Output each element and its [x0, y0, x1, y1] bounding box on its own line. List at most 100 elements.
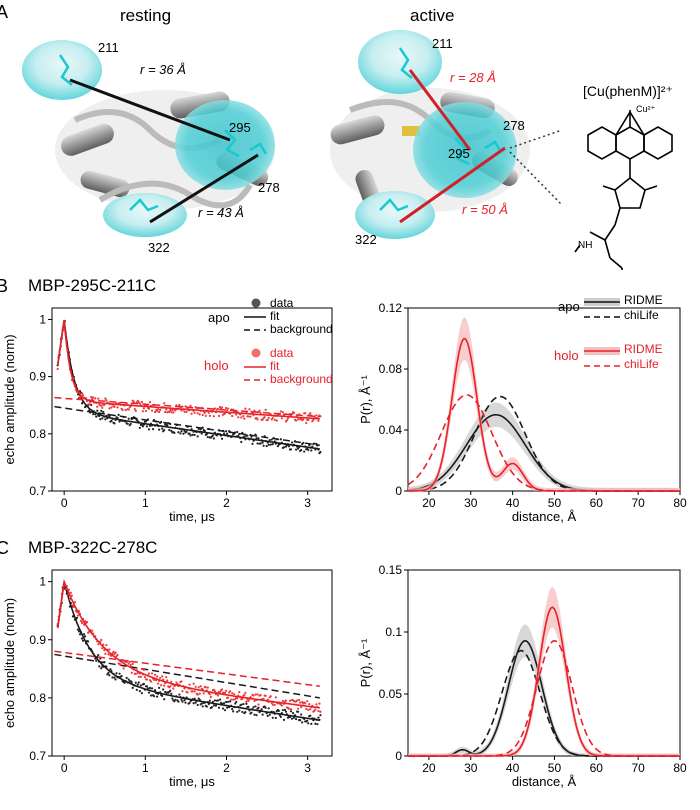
chartC1-point-holo	[298, 698, 301, 702]
chartC1-point-apo	[180, 698, 183, 701]
chartC1-xtick-label: 2	[223, 761, 230, 775]
chartC1-point-apo	[253, 713, 256, 716]
chartC1-point-apo	[184, 701, 187, 704]
chartC1-point-holo	[101, 647, 104, 650]
chartC1-point-holo	[204, 686, 207, 689]
chartB1-point-holo	[248, 408, 251, 411]
chartB1-point-holo	[56, 367, 59, 371]
chartC1-frame	[51, 569, 333, 757]
chartB2-xtick-label: 50	[548, 496, 562, 510]
chartB1-point-apo	[168, 428, 171, 432]
chartC1-point-holo	[307, 708, 310, 712]
chartC1-point-holo	[136, 672, 139, 675]
chartC1-point-apo	[164, 690, 167, 694]
chartC1-point-holo	[163, 684, 166, 687]
chartB1-point-holo	[203, 411, 206, 414]
chartB1-point-holo	[292, 411, 296, 415]
chartB1-point-holo	[165, 408, 168, 411]
chartC1-point-holo	[280, 704, 283, 707]
chartC1-point-holo	[80, 621, 84, 625]
legend-b2-chilife-holo: chiLife	[624, 357, 659, 371]
chartB1-point-holo	[286, 417, 290, 420]
chartC1-point-apo	[254, 705, 257, 708]
chartC1-point-holo	[166, 679, 169, 682]
chartB1-point-holo	[224, 406, 228, 410]
chartB1-point-holo	[148, 401, 152, 404]
chartB1-xtick-label: 3	[304, 496, 311, 510]
chartC1-ytick-label: 1	[39, 575, 46, 589]
chartC1-point-apo	[226, 706, 229, 709]
chartC1-point-holo	[224, 689, 228, 692]
chartC1-point-apo	[171, 697, 174, 700]
chartB1-point-holo	[172, 411, 175, 414]
panel-b-title: MBP-295C-211C	[28, 276, 157, 295]
chartC2-band-holo-RIDME	[408, 586, 680, 756]
legend-b-fit-holo: fit	[270, 359, 280, 373]
chartC1-point-holo	[252, 694, 255, 697]
chartB1-point-holo	[189, 404, 192, 407]
chartC1-ytick-label: 0.7	[29, 749, 46, 763]
chartC1-point-apo	[277, 709, 280, 712]
legend-b2-apo: apo	[558, 299, 580, 314]
chartC1-point-holo	[122, 667, 125, 670]
chartC1-point-holo	[309, 708, 312, 711]
chartC1-point-holo	[157, 682, 160, 685]
chartB2-xtick-label: 40	[506, 496, 520, 510]
chartC1-point-apo	[217, 706, 221, 709]
active-protein	[330, 30, 563, 239]
chartB1-xtick-label: 1	[142, 496, 149, 510]
chartC1-point-apo	[292, 716, 296, 719]
chartC1-point-apo	[152, 695, 156, 698]
chartC2-xtick-label: 80	[673, 761, 687, 775]
chartC1-point-apo	[279, 715, 282, 719]
chartC1-point-apo	[139, 684, 142, 687]
chartB1-point-holo	[259, 411, 262, 415]
chartC1-point-apo	[95, 659, 98, 662]
chartB1-point-holo	[184, 405, 187, 408]
chartB1-point-holo	[304, 412, 307, 415]
chartB1-point-holo	[281, 411, 284, 414]
chartC1-point-apo	[274, 716, 277, 720]
chartB1-point-apo	[269, 443, 272, 446]
chartB2-ylabel: P(r), Å⁻¹	[358, 374, 373, 423]
chartB1-point-holo	[217, 414, 221, 418]
chartC2-xtick-label: 30	[464, 761, 478, 775]
chartB1-point-holo	[256, 418, 259, 421]
chartC1-point-holo	[198, 692, 201, 695]
chartC2-xtick-label: 50	[548, 761, 562, 775]
chartB1-point-holo	[231, 414, 234, 418]
chartC1-point-holo	[162, 678, 165, 681]
chartB1-point-apo	[117, 413, 120, 416]
chartB1-point-holo	[227, 407, 230, 410]
chartB1-point-holo	[279, 410, 282, 413]
chartB1-point-apo	[80, 402, 84, 405]
chartB1-point-holo	[108, 407, 111, 410]
chartC1-point-holo	[69, 591, 72, 594]
chartC1-point-apo	[177, 700, 180, 703]
chartB1-point-holo	[96, 405, 99, 408]
chartC1-point-holo	[100, 638, 103, 641]
chartC1-point-holo	[68, 598, 71, 601]
chartC1-point-holo	[236, 697, 239, 700]
chartC2-xtick-label: 70	[631, 761, 645, 775]
chartC1-point-holo	[102, 643, 105, 646]
chartC2-xlabel: distance, Å	[512, 774, 577, 789]
chartC1-point-apo	[301, 721, 304, 724]
chartC1-point-apo	[135, 688, 138, 692]
chartB1-point-apo	[92, 412, 95, 416]
chartC1-point-apo	[201, 705, 204, 708]
chartB1-point-apo	[236, 430, 239, 434]
chartC1-point-holo	[66, 593, 69, 596]
chartC1-point-holo	[284, 699, 288, 702]
chartB1-point-holo	[267, 416, 270, 420]
chartB1-point-apo	[262, 444, 265, 447]
chartB1-point-apo	[256, 442, 259, 445]
chartB1-background-holo	[54, 396, 320, 418]
chartC1-point-holo	[269, 695, 272, 698]
chartC1-point-apo	[136, 683, 139, 686]
chartC1-point-apo	[138, 689, 141, 693]
cu-ion-label: Cu²⁺	[636, 104, 656, 114]
chartC1-point-holo	[194, 685, 197, 688]
chartB1-point-holo	[226, 409, 229, 412]
chartB1-point-apo	[212, 437, 216, 440]
